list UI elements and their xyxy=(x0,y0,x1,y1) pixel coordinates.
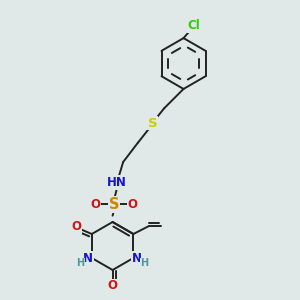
Text: N: N xyxy=(83,251,93,265)
Text: O: O xyxy=(108,279,118,292)
Text: O: O xyxy=(128,198,137,211)
Text: O: O xyxy=(91,198,100,211)
Text: S: S xyxy=(148,117,158,130)
Text: H: H xyxy=(141,258,149,268)
Text: H: H xyxy=(76,258,85,268)
Text: Cl: Cl xyxy=(188,19,200,32)
Text: S: S xyxy=(109,197,119,212)
Text: N: N xyxy=(132,251,142,265)
Text: HN: HN xyxy=(107,176,127,189)
Text: O: O xyxy=(71,220,81,233)
